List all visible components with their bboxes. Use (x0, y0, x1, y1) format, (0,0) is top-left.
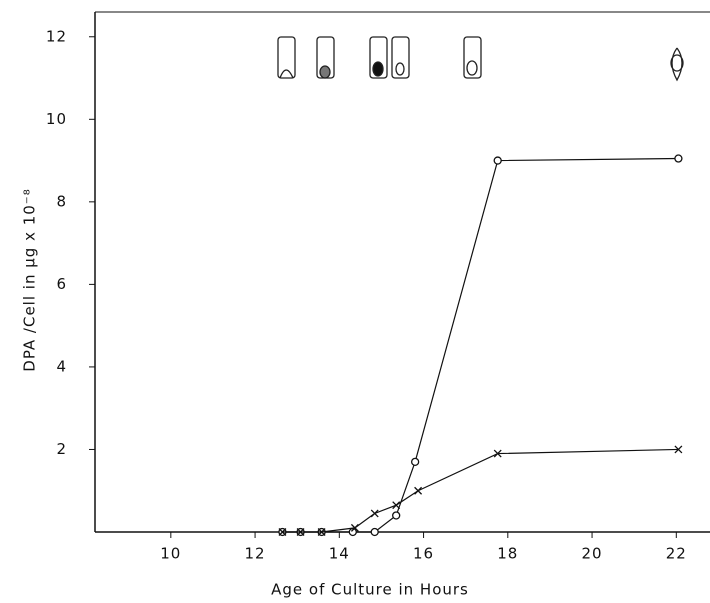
point (317, 528, 326, 536)
y-axis-label: DPA /Cell in μg x 10⁻⁸ (21, 188, 39, 371)
point (493, 156, 502, 165)
x-axis-label: Age of Culture in Hours (271, 581, 469, 599)
y-tick-label: 4 (56, 357, 67, 375)
point (392, 501, 401, 510)
point (493, 449, 502, 458)
x-tick-label: 10 (160, 545, 181, 563)
point (278, 528, 287, 536)
y-tick-label: 10 (46, 110, 67, 128)
point (392, 511, 401, 520)
x-tick-label: 14 (329, 545, 350, 563)
point (410, 457, 420, 466)
point (674, 154, 683, 163)
point (414, 486, 423, 495)
point (674, 445, 683, 454)
x-tick-label: 18 (497, 545, 518, 563)
point (370, 509, 379, 518)
x-tick-label: 20 (582, 545, 603, 563)
point (370, 527, 379, 537)
cell-icons (277, 36, 684, 82)
series-line (282, 157, 679, 533)
x-tick-label: 12 (245, 545, 266, 563)
x-tick-label: 16 (413, 545, 434, 563)
point (350, 523, 359, 532)
series-line (282, 448, 679, 533)
y-tick-label: 2 (56, 440, 67, 458)
y-tick-label: 12 (46, 27, 67, 45)
point (296, 528, 305, 536)
x-tick-label: 22 (666, 545, 687, 563)
y-tick-label: 8 (56, 192, 67, 210)
y-tick-label: 6 (56, 275, 67, 293)
